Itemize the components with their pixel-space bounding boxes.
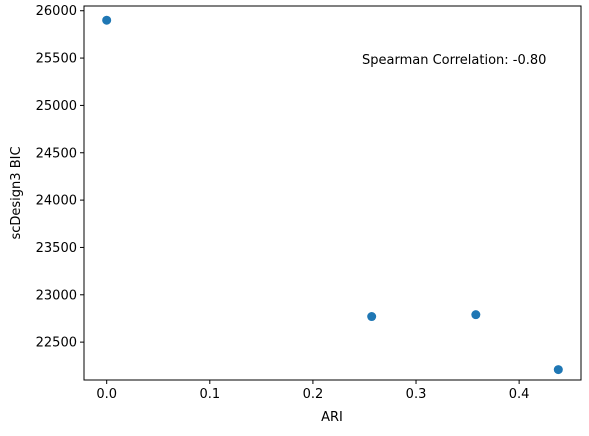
y-tick-label: 26000	[36, 4, 77, 19]
scatter-point	[102, 15, 112, 25]
y-tick-label: 24000	[36, 194, 77, 209]
scatter-point	[471, 310, 481, 320]
x-tick-label: 0.0	[96, 387, 117, 402]
correlation-annotation: Spearman Correlation: -0.80	[362, 53, 546, 68]
x-axis-label: ARI	[321, 410, 343, 425]
scatter-point	[367, 312, 377, 322]
x-tick-label: 0.3	[406, 387, 427, 402]
y-tick-label: 22500	[36, 336, 77, 351]
scatter-point	[553, 365, 563, 375]
y-axis-label: scDesign3 BIC	[9, 146, 24, 239]
y-axis-ticks: 22500 23000 23500 24000 24500 25000 25500 26000	[36, 4, 84, 351]
y-tick-label: 23500	[36, 241, 77, 256]
y-tick-label: 24500	[36, 146, 77, 161]
x-tick-label: 0.1	[199, 387, 220, 402]
data-points	[102, 15, 563, 375]
x-tick-label: 0.2	[303, 387, 324, 402]
plot-area-frame	[83, 5, 582, 381]
y-tick-label: 25000	[36, 99, 77, 114]
x-tick-label: 0.4	[509, 387, 530, 402]
y-tick-label: 23000	[36, 288, 77, 303]
y-tick-label: 25500	[36, 52, 77, 67]
x-axis-ticks: 0.0 0.1 0.2 0.3 0.4	[96, 380, 529, 402]
